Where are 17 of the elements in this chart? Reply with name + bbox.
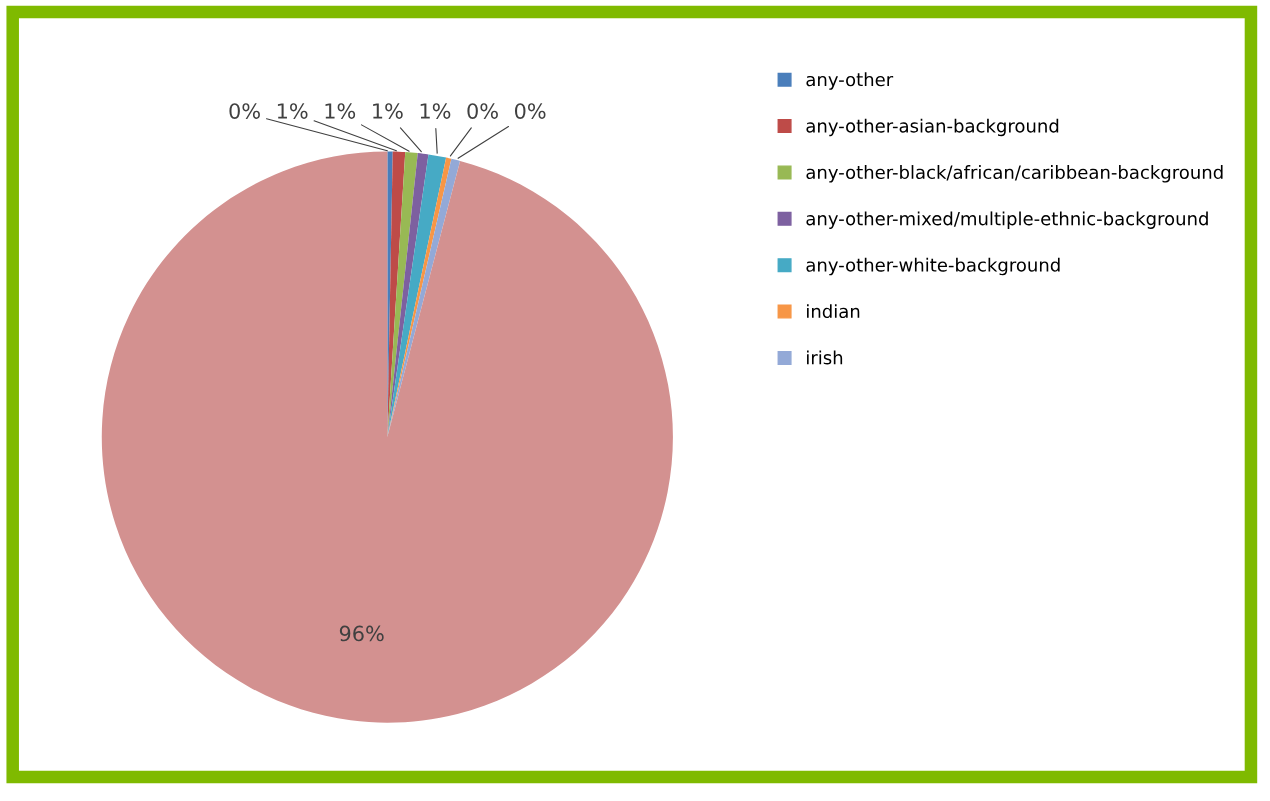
- data-label: 1%: [420, 103, 451, 119]
- data-label: 0%: [514, 103, 546, 119]
- pie-slice: [387, 152, 418, 438]
- legend-label: any-other-white-background: [806, 257, 1060, 276]
- legend-label: any-other-asian-background: [806, 118, 1059, 137]
- data-label: 0%: [467, 103, 498, 119]
- data-label: 1%: [277, 103, 308, 119]
- data-label: 96%: [339, 625, 384, 642]
- data-label: 1%: [373, 103, 403, 119]
- legend-label: indian: [807, 304, 860, 319]
- legend-label: any-other: [806, 72, 894, 90]
- pie-slice: [101, 151, 673, 723]
- legend-label: any-other-mixed/multiple-ethnic-background: [806, 211, 1208, 229]
- data-label: 0%: [229, 103, 260, 119]
- legend-label: irish: [807, 350, 843, 365]
- legend-label: any-other-black/african/caribbean-background: [806, 165, 1223, 183]
- data-label: 1%: [325, 103, 356, 119]
